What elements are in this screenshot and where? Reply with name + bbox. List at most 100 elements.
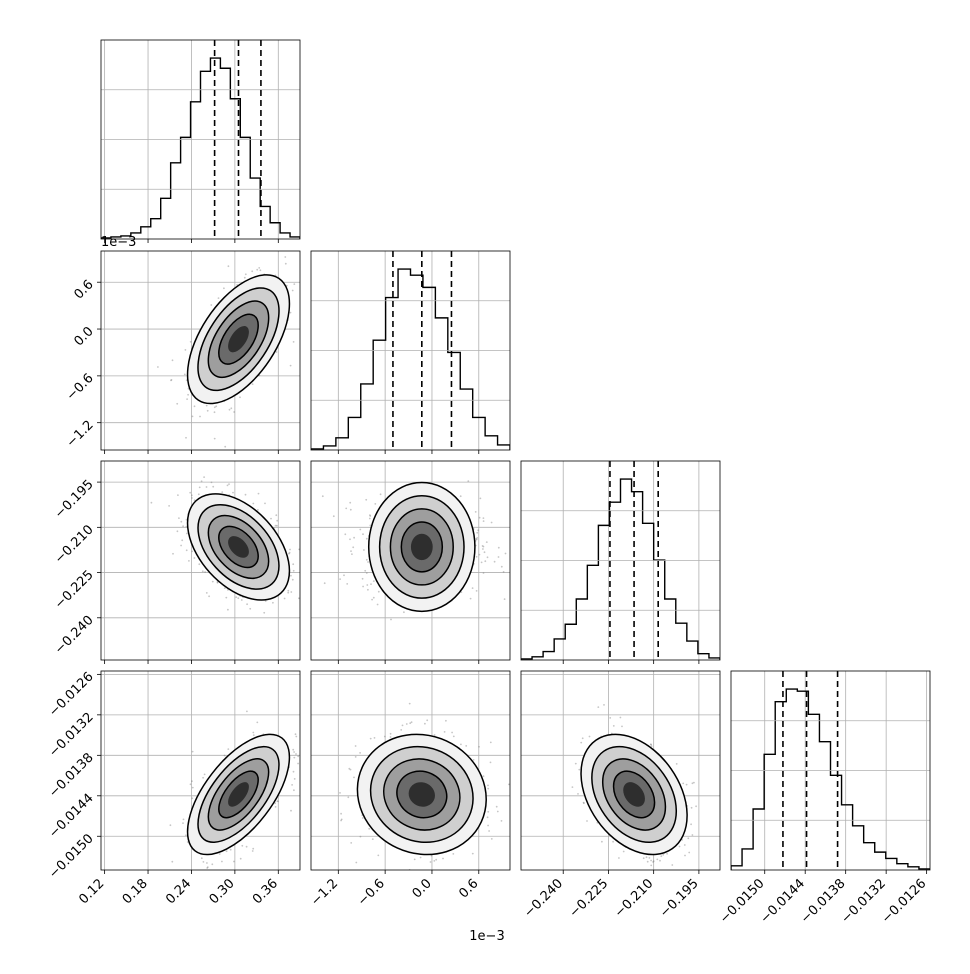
sample-point [295,735,298,738]
sample-point [301,591,303,593]
panel-3-0 [97,670,301,874]
sample-point [666,852,668,855]
sample-point [251,270,254,273]
sample-point [371,598,373,601]
sample-point [191,797,194,800]
sample-point [340,819,342,822]
sample-point [205,486,208,488]
sample-point [235,596,238,598]
sample-point [367,561,369,563]
sample-point [349,508,352,511]
sample-point [298,597,300,600]
x-tick-label: 0.30 [207,876,238,907]
sample-point [467,480,470,482]
sample-point [198,486,201,489]
density-contour [410,533,433,561]
sample-point [353,776,355,779]
sample-point [295,753,297,755]
sample-point [290,591,293,593]
x-tick-label: −0.210 [612,876,657,921]
sample-point [241,844,244,847]
sample-point [400,729,403,731]
sample-point [403,611,405,614]
panel-inner-1-1 [311,251,510,450]
density-contour [228,782,249,807]
sample-point [344,533,347,536]
sample-point [410,721,413,724]
x-tick-label: −0.225 [567,876,612,921]
sample-point [366,584,369,586]
sample-point [181,539,184,542]
sample-point [227,265,230,268]
sample-point [477,529,480,532]
sample-point [675,763,678,765]
sample-point [571,786,574,788]
sample-point [185,436,187,439]
sample-point [514,848,516,850]
sample-point [409,722,412,725]
x-tick-label: −0.195 [657,876,702,921]
sample-point [490,521,493,524]
sample-point [365,537,368,540]
density-contour [228,326,249,353]
sample-point [474,511,477,513]
y-tick-label: −0.240 [52,613,97,658]
sample-point [368,517,371,520]
density-group [356,733,487,856]
sample-point [293,283,296,285]
sample-point [252,847,255,850]
sample-point [275,351,278,353]
sample-point [188,560,190,562]
sample-point [306,587,308,589]
density-group [186,493,291,601]
sample-point [289,548,291,551]
sample-point [367,588,369,591]
sample-point [601,840,603,843]
sample-point [223,754,226,757]
sample-point [186,532,188,535]
sample-point [650,743,652,746]
sample-point [211,863,214,866]
y-tick-label: −0.0126 [46,669,96,719]
sample-point [363,549,365,551]
sample-point [232,491,234,494]
sample-point [203,476,206,478]
sample-point [365,558,368,561]
sample-point [377,854,380,857]
y-tick-label: 0.0 [71,324,96,349]
sample-point [460,743,462,746]
sample-point [213,406,216,409]
sample-point [583,802,585,805]
sample-point [504,552,507,555]
sample-point [157,366,159,368]
sample-point [223,587,226,589]
sample-point [201,570,204,573]
sample-point [369,514,371,516]
sample-point [197,493,200,496]
y-tick-label: −0.6 [64,371,97,404]
sample-point [372,580,375,582]
sample-point [246,710,248,713]
panel-frame [730,670,931,871]
sample-point [371,838,374,840]
sample-point [169,824,172,827]
sample-point [270,517,272,520]
sample-point [609,717,612,719]
panel-2-2 [520,460,721,664]
sample-point [339,578,341,580]
sample-point [183,373,186,376]
sample-point [369,737,372,740]
sample-point [277,800,280,803]
panel-frame [310,460,511,661]
sample-point [291,578,294,581]
sample-point [377,590,380,593]
sample-point [243,276,246,279]
sample-point [481,545,484,547]
sample-point [487,784,489,787]
sample-point [482,520,485,522]
panel-inner-3-0 [101,671,300,870]
y-tick-label: 0.6 [71,277,96,302]
sample-point [168,505,171,507]
sample-point [586,820,588,822]
